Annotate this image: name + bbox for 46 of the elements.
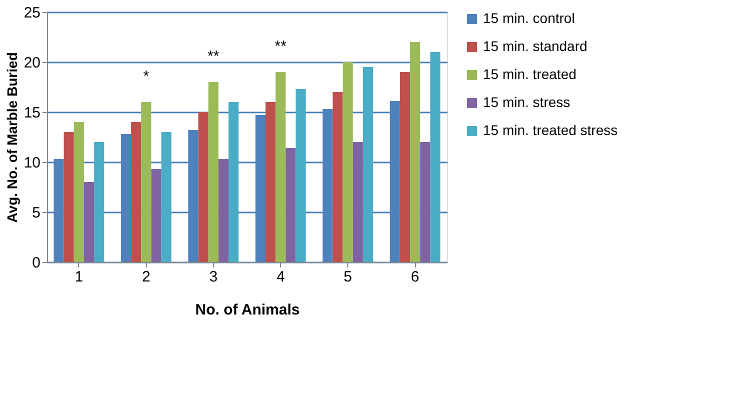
x-tick-label: 2	[142, 268, 150, 286]
y-tick-label: 10	[24, 154, 40, 172]
bar	[198, 112, 208, 262]
bar	[276, 72, 286, 262]
bar	[74, 122, 84, 262]
bar	[352, 142, 363, 262]
bar	[362, 67, 374, 262]
bar	[265, 102, 276, 262]
bar	[332, 92, 343, 262]
bar	[141, 102, 152, 262]
bar	[161, 132, 172, 262]
x-tick-label: 4	[276, 268, 285, 286]
y-tick-label: 15	[24, 104, 40, 122]
y-tick-label: 20	[24, 54, 40, 72]
bar	[410, 42, 420, 262]
bar	[94, 142, 104, 262]
y-axis-title: Avg. No. of Marble Buried	[4, 52, 20, 223]
annotation: **	[274, 38, 287, 55]
legend-label: 15 min. stress	[483, 94, 570, 110]
bar	[64, 132, 74, 262]
bar	[296, 89, 306, 262]
x-tick-label: 6	[410, 268, 420, 286]
bar	[151, 169, 162, 262]
y-tick-label: 5	[32, 204, 40, 222]
bar	[84, 182, 94, 262]
bar	[430, 52, 440, 262]
legend-label: 15 min. control	[483, 10, 575, 26]
bar	[228, 102, 239, 262]
bar	[218, 159, 229, 262]
bar	[286, 148, 296, 262]
annotation: *	[143, 68, 150, 85]
x-tick-label: 5	[344, 268, 352, 286]
bar	[420, 142, 430, 262]
bar	[342, 62, 353, 262]
bar	[208, 82, 218, 262]
x-axis-title: No. of Animals	[195, 302, 300, 318]
annotation: **	[208, 48, 220, 65]
x-tick-label: 3	[209, 268, 218, 286]
legend-label: 15 min. treated	[483, 66, 576, 82]
bar	[400, 72, 410, 262]
legend-label: 15 min. standard	[483, 38, 588, 54]
y-tick-label: 0	[32, 254, 40, 272]
legend-label: 15 min. treated stress	[483, 122, 618, 138]
y-tick-label: 25	[24, 4, 40, 22]
bar	[131, 122, 142, 262]
x-tick-label: 1	[74, 268, 84, 286]
